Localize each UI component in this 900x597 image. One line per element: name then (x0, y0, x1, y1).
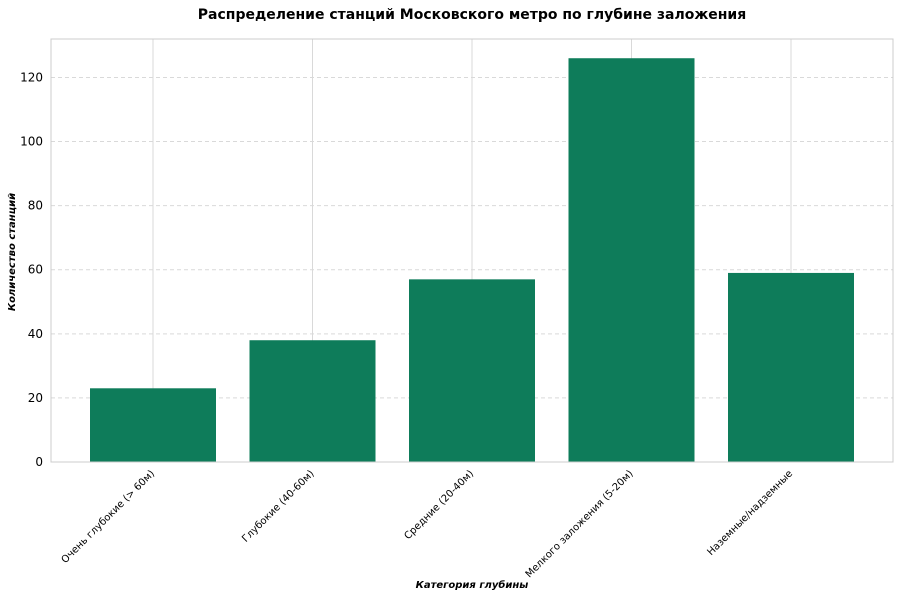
x-axis-label: Категория глубины (416, 579, 529, 591)
chart-title: Распределение станций Московского метро … (198, 7, 746, 23)
x-tick-label: Очень глубокие (> 60м) (60, 468, 158, 566)
x-tick-label: Средние (20-40м) (402, 468, 476, 542)
y-axis-label: Количество станций (7, 193, 18, 311)
bar (249, 340, 376, 462)
y-tick-label: 20 (28, 391, 43, 405)
y-tick-label: 80 (28, 199, 43, 213)
y-tick-label: 100 (20, 135, 43, 149)
x-axis-ticks: Очень глубокие (> 60м) Глубокие (40-60м) С… (60, 468, 796, 580)
bars (90, 58, 854, 463)
bar (409, 279, 535, 462)
y-tick-label: 60 (28, 263, 43, 277)
bar (568, 58, 695, 463)
bar (728, 272, 854, 462)
plot-frame (50, 38, 894, 463)
y-axis-ticks: 0 20 40 60 80 100 120 (20, 70, 43, 469)
y-tick-label: 0 (35, 455, 43, 469)
y-tick-label: 120 (20, 70, 43, 84)
bar (90, 388, 216, 462)
x-tick-label: Глубокие (40-60м) (240, 468, 316, 544)
x-tick-label: Наземные/надземные (705, 468, 795, 558)
x-tick-label: Мелкого заложения (5-20м) (524, 468, 636, 580)
y-tick-label: 40 (28, 327, 43, 341)
